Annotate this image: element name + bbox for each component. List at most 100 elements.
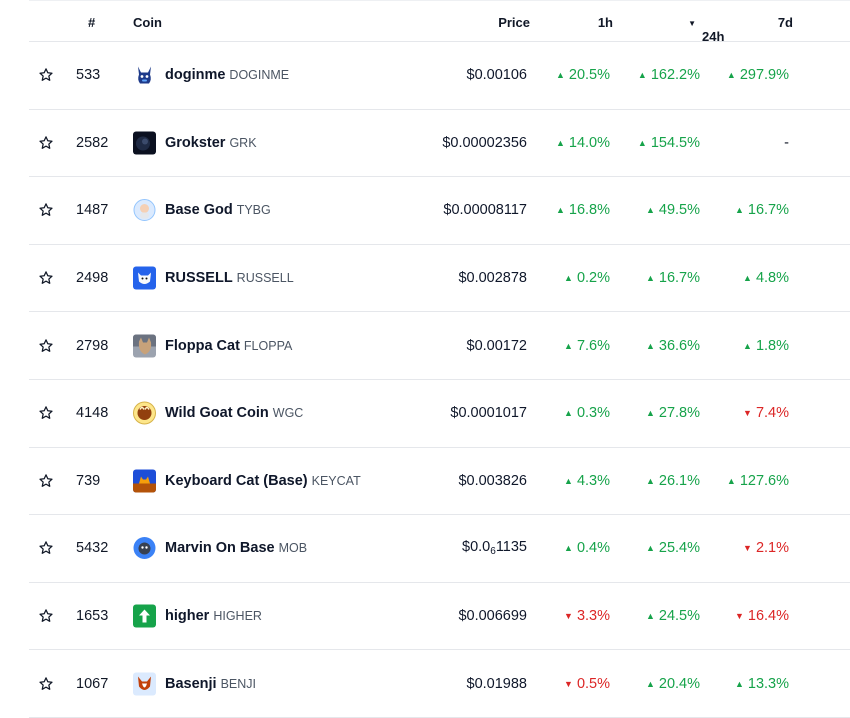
change-24h: ▲ 49.5% — [645, 202, 700, 219]
star-icon[interactable] — [38, 338, 54, 354]
up-arrow-icon: ▲ — [726, 70, 736, 81]
change-24h: ▲ 162.2% — [637, 67, 700, 84]
change-1h: ▲ 0.3% — [564, 405, 610, 422]
basenji-logo-icon[interactable] — [133, 672, 156, 696]
russell-logo-icon[interactable] — [133, 266, 156, 290]
coins-table: # Coin Price 1h ▼ 24h 7d 533 doginme DOGIN… — [29, 0, 850, 718]
coin-name-link[interactable]: Grokster GRK — [165, 135, 257, 151]
table-row[interactable]: 1067 Basenji BENJI $0.01988 ▼ 0.5% ▲ 20.4% … — [29, 650, 850, 718]
up-arrow-icon: ▲ — [564, 273, 573, 284]
star-icon[interactable] — [38, 473, 54, 489]
coin-price: $0.002878 — [458, 270, 527, 287]
coin-name-link[interactable]: higher HIGHER — [165, 608, 262, 624]
table-header: # Coin Price 1h ▼ 24h 7d — [29, 0, 850, 44]
coin-rank: 5432 — [76, 540, 109, 557]
star-icon[interactable] — [38, 135, 54, 151]
coin-price: $0.01988 — [466, 675, 527, 692]
up-arrow-icon: ▲ — [564, 340, 573, 351]
up-arrow-icon: ▲ — [555, 137, 565, 148]
coin-name: Basenji — [165, 675, 217, 692]
table-body: 533 doginme DOGINME $0.00106 ▲ 20.5% ▲ 162.… — [29, 42, 850, 718]
up-arrow-icon: ▲ — [743, 340, 752, 351]
coin-name-link[interactable]: Marvin On Base MOB — [165, 540, 307, 556]
coin-symbol: DOGINME — [229, 68, 290, 83]
coin-name-link[interactable]: RUSSELL RUSSELL — [165, 270, 294, 286]
star-icon[interactable] — [38, 405, 54, 421]
table-row[interactable]: 2582 Grokster GRK $0.00002356 ▲ 14.0% ▲ 154… — [29, 110, 850, 178]
star-icon[interactable] — [38, 67, 54, 83]
change-7d: ▼ 2.1% — [743, 540, 789, 557]
change-1h: ▲ 14.0% — [555, 134, 610, 151]
change-7d: ▼ 7.4% — [743, 405, 789, 422]
coin-name: Base God — [165, 202, 233, 219]
change-7d: ▲ 297.9% — [726, 67, 789, 84]
coin-price: $0.00002356 — [442, 134, 527, 151]
up-arrow-icon: ▲ — [645, 340, 655, 351]
coin-rank: 739 — [76, 472, 101, 489]
coin-rank: 4148 — [76, 405, 109, 422]
header-coin[interactable]: Coin — [133, 15, 162, 30]
header-rank[interactable]: # — [88, 15, 96, 30]
table-row[interactable]: 2498 RUSSELL RUSSELL $0.002878 ▲ 0.2% ▲ 16.… — [29, 245, 850, 313]
coin-name-link[interactable]: Basenji BENJI — [165, 676, 256, 692]
change-1h: ▲ 20.5% — [555, 67, 610, 84]
change-1h: ▲ 0.4% — [564, 540, 610, 557]
up-arrow-icon: ▲ — [645, 408, 655, 419]
up-arrow-icon: ▲ — [637, 137, 647, 148]
star-icon[interactable] — [38, 540, 54, 556]
coin-rank: 2582 — [76, 134, 109, 151]
coin-name-link[interactable]: Floppa Cat FLOPPA — [165, 338, 292, 354]
table-row[interactable]: 739 Keyboard Cat (Base) KEYCAT $0.003826 … — [29, 448, 850, 516]
star-icon[interactable] — [38, 608, 54, 624]
coin-name: Wild Goat Coin — [165, 405, 269, 422]
coin-name: Grokster — [165, 134, 226, 151]
up-arrow-icon: ▲ — [734, 678, 744, 689]
header-24h-label: 24h — [702, 29, 725, 44]
table-row[interactable]: 533 doginme DOGINME $0.00106 ▲ 20.5% ▲ 162.… — [29, 42, 850, 110]
star-icon[interactable] — [38, 270, 54, 286]
coin-price: $0.006699 — [458, 608, 527, 625]
table-row[interactable]: 2798 Floppa Cat FLOPPA $0.00172 ▲ 7.6% ▲ 36… — [29, 312, 850, 380]
header-24h[interactable]: ▼ 24h — [688, 15, 724, 44]
keyboard-cat-logo-icon[interactable] — [133, 469, 156, 493]
coin-name: doginme — [165, 67, 226, 84]
sort-desc-icon: ▼ — [688, 19, 696, 28]
coin-symbol: GRK — [229, 135, 257, 150]
header-1h[interactable]: 1h — [597, 15, 613, 30]
doginme-logo-icon[interactable] — [133, 63, 156, 87]
up-arrow-icon: ▲ — [564, 408, 573, 419]
coin-price: $0.0001017 — [450, 405, 527, 422]
change-24h: ▲ 36.6% — [645, 337, 700, 354]
header-price[interactable]: Price — [498, 15, 530, 30]
header-7d[interactable]: 7d — [777, 15, 793, 30]
higher-logo-icon[interactable] — [133, 604, 156, 628]
marvin-logo-icon[interactable] — [133, 537, 156, 560]
down-arrow-icon: ▼ — [743, 408, 752, 419]
coin-price: $0.003826 — [458, 472, 527, 489]
coin-name-link[interactable]: doginme DOGINME — [165, 67, 289, 83]
change-24h: ▲ 154.5% — [637, 134, 700, 151]
table-row[interactable]: 4148 Wild Goat Coin WGC $0.0001017 ▲ 0.3% … — [29, 380, 850, 448]
wild-goat-logo-icon[interactable] — [133, 401, 156, 425]
coin-symbol: MOB — [278, 541, 308, 556]
change-7d: ▼ 16.4% — [734, 608, 789, 625]
table-row[interactable]: 1487 Base God TYBG $0.00008117 ▲ 16.8% ▲ 49… — [29, 177, 850, 245]
coin-name-link[interactable]: Wild Goat Coin WGC — [165, 405, 303, 421]
base-god-logo-icon[interactable] — [133, 198, 156, 222]
coin-rank: 1653 — [76, 608, 109, 625]
coin-name: higher — [165, 608, 210, 625]
coin-symbol: BENJI — [220, 676, 257, 691]
coin-name-link[interactable]: Base God TYBG — [165, 202, 271, 218]
up-arrow-icon: ▲ — [645, 475, 655, 486]
change-24h: ▲ 20.4% — [645, 675, 700, 692]
down-arrow-icon: ▼ — [734, 611, 744, 622]
coin-symbol: TYBG — [236, 203, 271, 218]
table-row[interactable]: 5432 Marvin On Base MOB $0.061135 ▲ 0.4% ▲… — [29, 515, 850, 583]
coin-price: $0.00106 — [466, 67, 527, 84]
star-icon[interactable] — [38, 676, 54, 692]
table-row[interactable]: 1653 higher HIGHER $0.006699 ▼ 3.3% ▲ 24.5%… — [29, 583, 850, 651]
star-icon[interactable] — [38, 202, 54, 218]
floppa-logo-icon[interactable] — [133, 334, 156, 358]
grokster-logo-icon[interactable] — [133, 131, 156, 155]
coin-name-link[interactable]: Keyboard Cat (Base) KEYCAT — [165, 473, 361, 489]
